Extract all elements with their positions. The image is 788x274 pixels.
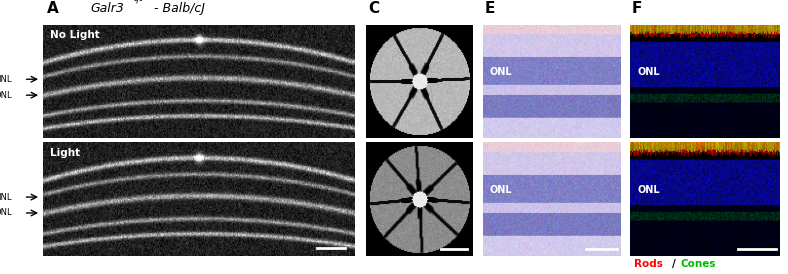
Text: A: A: [47, 1, 59, 16]
Text: ONL: ONL: [0, 209, 12, 218]
Text: ONL: ONL: [490, 185, 512, 195]
Text: Light: Light: [50, 148, 80, 158]
Text: /: /: [672, 259, 676, 269]
Text: ONL: ONL: [638, 185, 660, 195]
Text: Galr3: Galr3: [91, 2, 125, 15]
Text: ONL: ONL: [0, 91, 12, 100]
Text: No Light: No Light: [50, 30, 99, 40]
Text: C: C: [368, 1, 379, 16]
Text: - Balb/cJ: - Balb/cJ: [150, 2, 205, 15]
Text: F: F: [632, 1, 642, 16]
Text: ONL: ONL: [490, 67, 512, 78]
Text: Cones: Cones: [680, 259, 716, 269]
Text: ONL: ONL: [638, 67, 660, 78]
Text: INL: INL: [0, 193, 12, 202]
Text: E: E: [485, 1, 495, 16]
Text: Rods: Rods: [634, 259, 663, 269]
Text: -/-: -/-: [134, 0, 143, 4]
Text: INL: INL: [0, 75, 12, 84]
